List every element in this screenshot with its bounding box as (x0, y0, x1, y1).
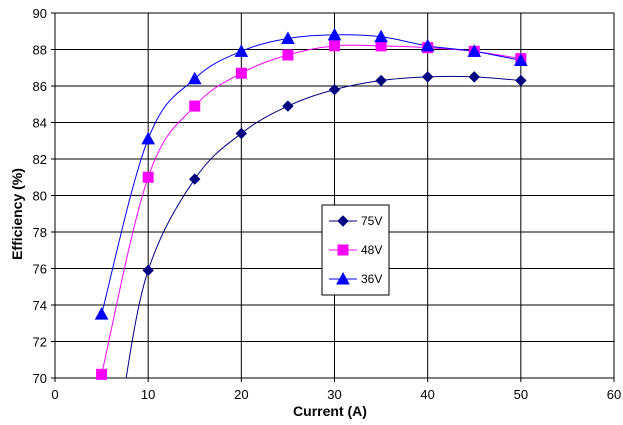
data-point-36v (374, 29, 388, 43)
data-point-36v (467, 44, 482, 57)
data-point-48v (189, 100, 201, 112)
series-markers (94, 27, 528, 380)
y-axis-ticks: 70 72 74 76 78 80 82 84 86 88 90 (33, 6, 55, 386)
data-point-75v (421, 71, 434, 83)
data-point-75v (328, 83, 341, 96)
data-point-75v (282, 100, 294, 112)
y-tick-label: 90 (33, 6, 47, 21)
data-point-75v (515, 74, 527, 87)
legend-label-48v: 48V (361, 243, 382, 257)
legend-label-75v: 75V (361, 214, 382, 228)
x-tick-label: 60 (607, 387, 621, 402)
data-point-48v (96, 368, 108, 380)
data-point-75v (375, 74, 387, 87)
y-tick-label: 80 (33, 189, 47, 204)
x-tick-label: 50 (514, 387, 528, 402)
x-tick-label: 30 (327, 387, 341, 402)
data-point-36v (281, 31, 295, 45)
y-tick-label: 82 (33, 152, 47, 167)
legend-marker-48v (337, 244, 349, 256)
data-point-36v (513, 53, 528, 66)
data-point-48v (142, 171, 154, 183)
y-tick-label: 70 (33, 371, 47, 386)
legend-label-36v: 36V (361, 272, 382, 286)
data-point-75v (189, 173, 201, 185)
x-tick-label: 0 (51, 387, 58, 402)
y-tick-label: 74 (33, 298, 47, 313)
data-point-48v (235, 67, 247, 79)
data-point-36v (327, 27, 342, 41)
legend-marker-75v (337, 215, 349, 227)
y-tick-label: 76 (33, 262, 47, 277)
data-point-75v (142, 264, 154, 277)
legend: 75V 48V 36V (321, 204, 390, 296)
data-point-36v (187, 71, 202, 85)
y-tick-label: 78 (33, 225, 47, 240)
x-tick-label: 40 (420, 387, 434, 402)
y-tick-label: 86 (33, 79, 47, 94)
data-point-75v (235, 127, 248, 140)
y-tick-label: 88 (33, 43, 47, 58)
legend-marker-36v (336, 271, 350, 285)
x-tick-label: 10 (141, 387, 155, 402)
data-point-48v (282, 49, 294, 61)
data-point-36v (94, 307, 109, 320)
data-point-36v (234, 44, 249, 57)
x-axis-ticks: 0 10 20 30 40 50 60 (51, 378, 621, 402)
data-point-36v (141, 131, 156, 145)
data-point-48v (329, 40, 340, 52)
x-tick-label: 20 (234, 387, 248, 402)
x-axis-title: Current (A) (293, 403, 367, 419)
y-tick-label: 84 (33, 116, 47, 131)
y-axis-title: Efficiency (%) (9, 168, 25, 260)
data-point-75v (468, 71, 480, 83)
y-tick-label: 72 (33, 335, 47, 350)
data-point-48v (375, 40, 387, 52)
data-point-36v (420, 38, 435, 52)
